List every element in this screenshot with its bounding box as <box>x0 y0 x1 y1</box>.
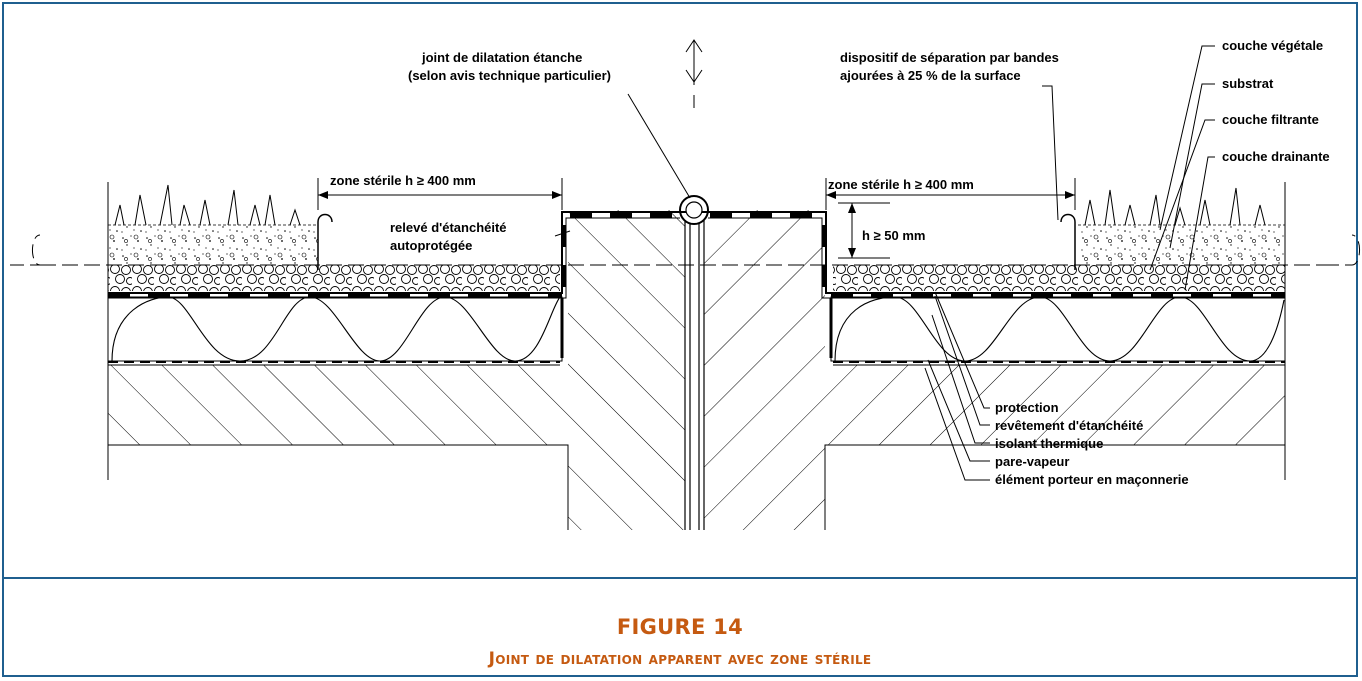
insulation-right <box>830 296 1286 362</box>
joint-gap <box>679 195 709 530</box>
label-height: h ≥ 50 mm <box>862 228 926 243</box>
vegetation-left <box>108 184 318 265</box>
label-substrat: substrat <box>1222 76 1274 91</box>
label-zone-left: zone stérile h ≥ 400 mm <box>330 173 476 188</box>
label-separation-line2: ajourées à 25 % de la surface <box>840 68 1021 83</box>
vegetation-right <box>1078 187 1285 265</box>
label-revetement: revêtement d'étanchéité <box>995 418 1143 433</box>
label-protection: protection <box>995 400 1059 415</box>
waterproofing-membrane <box>108 211 1285 358</box>
label-couche-drainante: couche drainante <box>1222 149 1330 164</box>
label-joint-line1: joint de dilatation étanche <box>421 50 582 65</box>
axis-arrow <box>685 39 703 108</box>
label-element-porteur: élément porteur en maçonnerie <box>995 472 1189 487</box>
figure-number: FIGURE 14 <box>616 615 744 639</box>
label-pare-vapeur: pare-vapeur <box>995 454 1069 469</box>
label-joint-line2: (selon avis technique particulier) <box>408 68 611 83</box>
height-dimension <box>838 202 890 259</box>
gravel-right <box>833 265 1285 291</box>
gravel-left <box>108 265 560 291</box>
leader-lines <box>554 45 1215 481</box>
label-separation-line1: dispositif de séparation par bandes <box>840 50 1059 65</box>
label-releve-line2: autoprotégée <box>390 238 472 253</box>
label-isolant: isolant thermique <box>995 436 1103 451</box>
expansion-joint-diagram: joint de dilatation étanche (selon avis … <box>10 38 1360 530</box>
insulation-left <box>107 296 563 362</box>
masonry-right <box>704 210 1285 530</box>
label-couche-filtrante: couche filtrante <box>1222 112 1319 127</box>
masonry-left <box>108 210 685 530</box>
zone-dimension-right <box>825 178 1076 210</box>
label-couche-vegetale: couche végétale <box>1222 38 1323 53</box>
figure-title: Joint de dilatation apparent avec zone s… <box>488 649 872 669</box>
zone-dimension-left <box>317 178 563 210</box>
label-zone-right: zone stérile h ≥ 400 mm <box>828 177 974 192</box>
label-releve-line1: relevé d'étanchéité <box>390 220 507 235</box>
separator-left <box>317 213 333 270</box>
separator-right <box>1060 213 1076 270</box>
figure-caption: FIGURE 14 Joint de dilatation apparent a… <box>2 577 1358 677</box>
